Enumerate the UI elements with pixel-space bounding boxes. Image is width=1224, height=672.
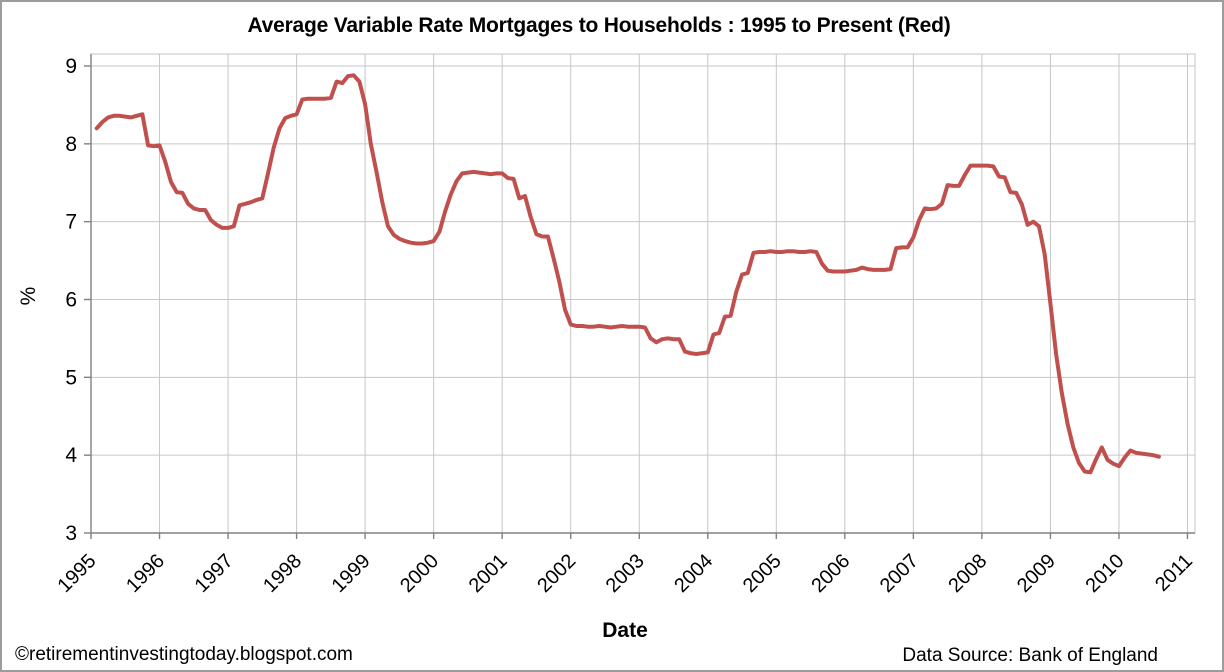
x-tick-label-2011: 2011	[1151, 550, 1197, 596]
x-tick-label-2004: 2004	[670, 550, 717, 597]
vertical-gridlines	[90, 54, 1188, 533]
x-tick-label-2009: 2009	[1013, 550, 1060, 597]
x-tick-label-1999: 1999	[328, 550, 375, 597]
y-tick-label-8: 8	[65, 133, 77, 156]
data-source-label: Data Source: Bank of England	[902, 645, 1158, 666]
plot-area-outline	[90, 53, 1196, 534]
horizontal-gridlines	[91, 65, 1195, 534]
y-tick-label-6: 6	[65, 289, 77, 312]
x-tick-label-2007: 2007	[876, 550, 923, 597]
x-tick-label-2001: 2001	[465, 550, 512, 597]
y-tick-label-4: 4	[65, 444, 77, 467]
x-tick-label-1996: 1996	[122, 550, 169, 597]
x-tick-label-1998: 1998	[259, 550, 306, 597]
series-line-average-variable-rate	[94, 73, 1161, 475]
y-tick-label-9: 9	[65, 55, 77, 78]
y-tick-labels: 9 8 7 6 5 4 3	[65, 55, 77, 545]
y-tick-label-5: 5	[65, 366, 77, 389]
x-tick-label-1997: 1997	[191, 550, 238, 597]
x-tick-label-2010: 2010	[1081, 550, 1128, 597]
x-tick-label-2003: 2003	[602, 550, 649, 597]
x-tick-label-2006: 2006	[807, 550, 854, 597]
y-tick-label-7: 7	[65, 211, 77, 234]
axis-ticks	[84, 65, 1189, 539]
axes	[90, 54, 1195, 534]
y-axis-title: %	[17, 286, 40, 306]
chart-title: Average Variable Rate Mortgages to House…	[247, 14, 951, 37]
x-tick-labels: 1995 1996 1997 1998 1999 2000 2001 2002 2003 2004…	[54, 550, 1198, 597]
x-tick-label-2002: 2002	[533, 550, 580, 597]
x-tick-label-2008: 2008	[944, 550, 991, 597]
series	[94, 73, 1161, 475]
x-tick-label-2005: 2005	[739, 550, 786, 597]
y-tick-label-3: 3	[65, 522, 77, 545]
x-tick-label-1995: 1995	[54, 550, 101, 597]
plot-area-border	[90, 53, 1196, 534]
x-tick-label-2000: 2000	[396, 550, 443, 597]
watermark: ©retirementinvestingtoday.blogspot.com	[15, 644, 353, 665]
x-axis-title: Date	[602, 619, 648, 642]
